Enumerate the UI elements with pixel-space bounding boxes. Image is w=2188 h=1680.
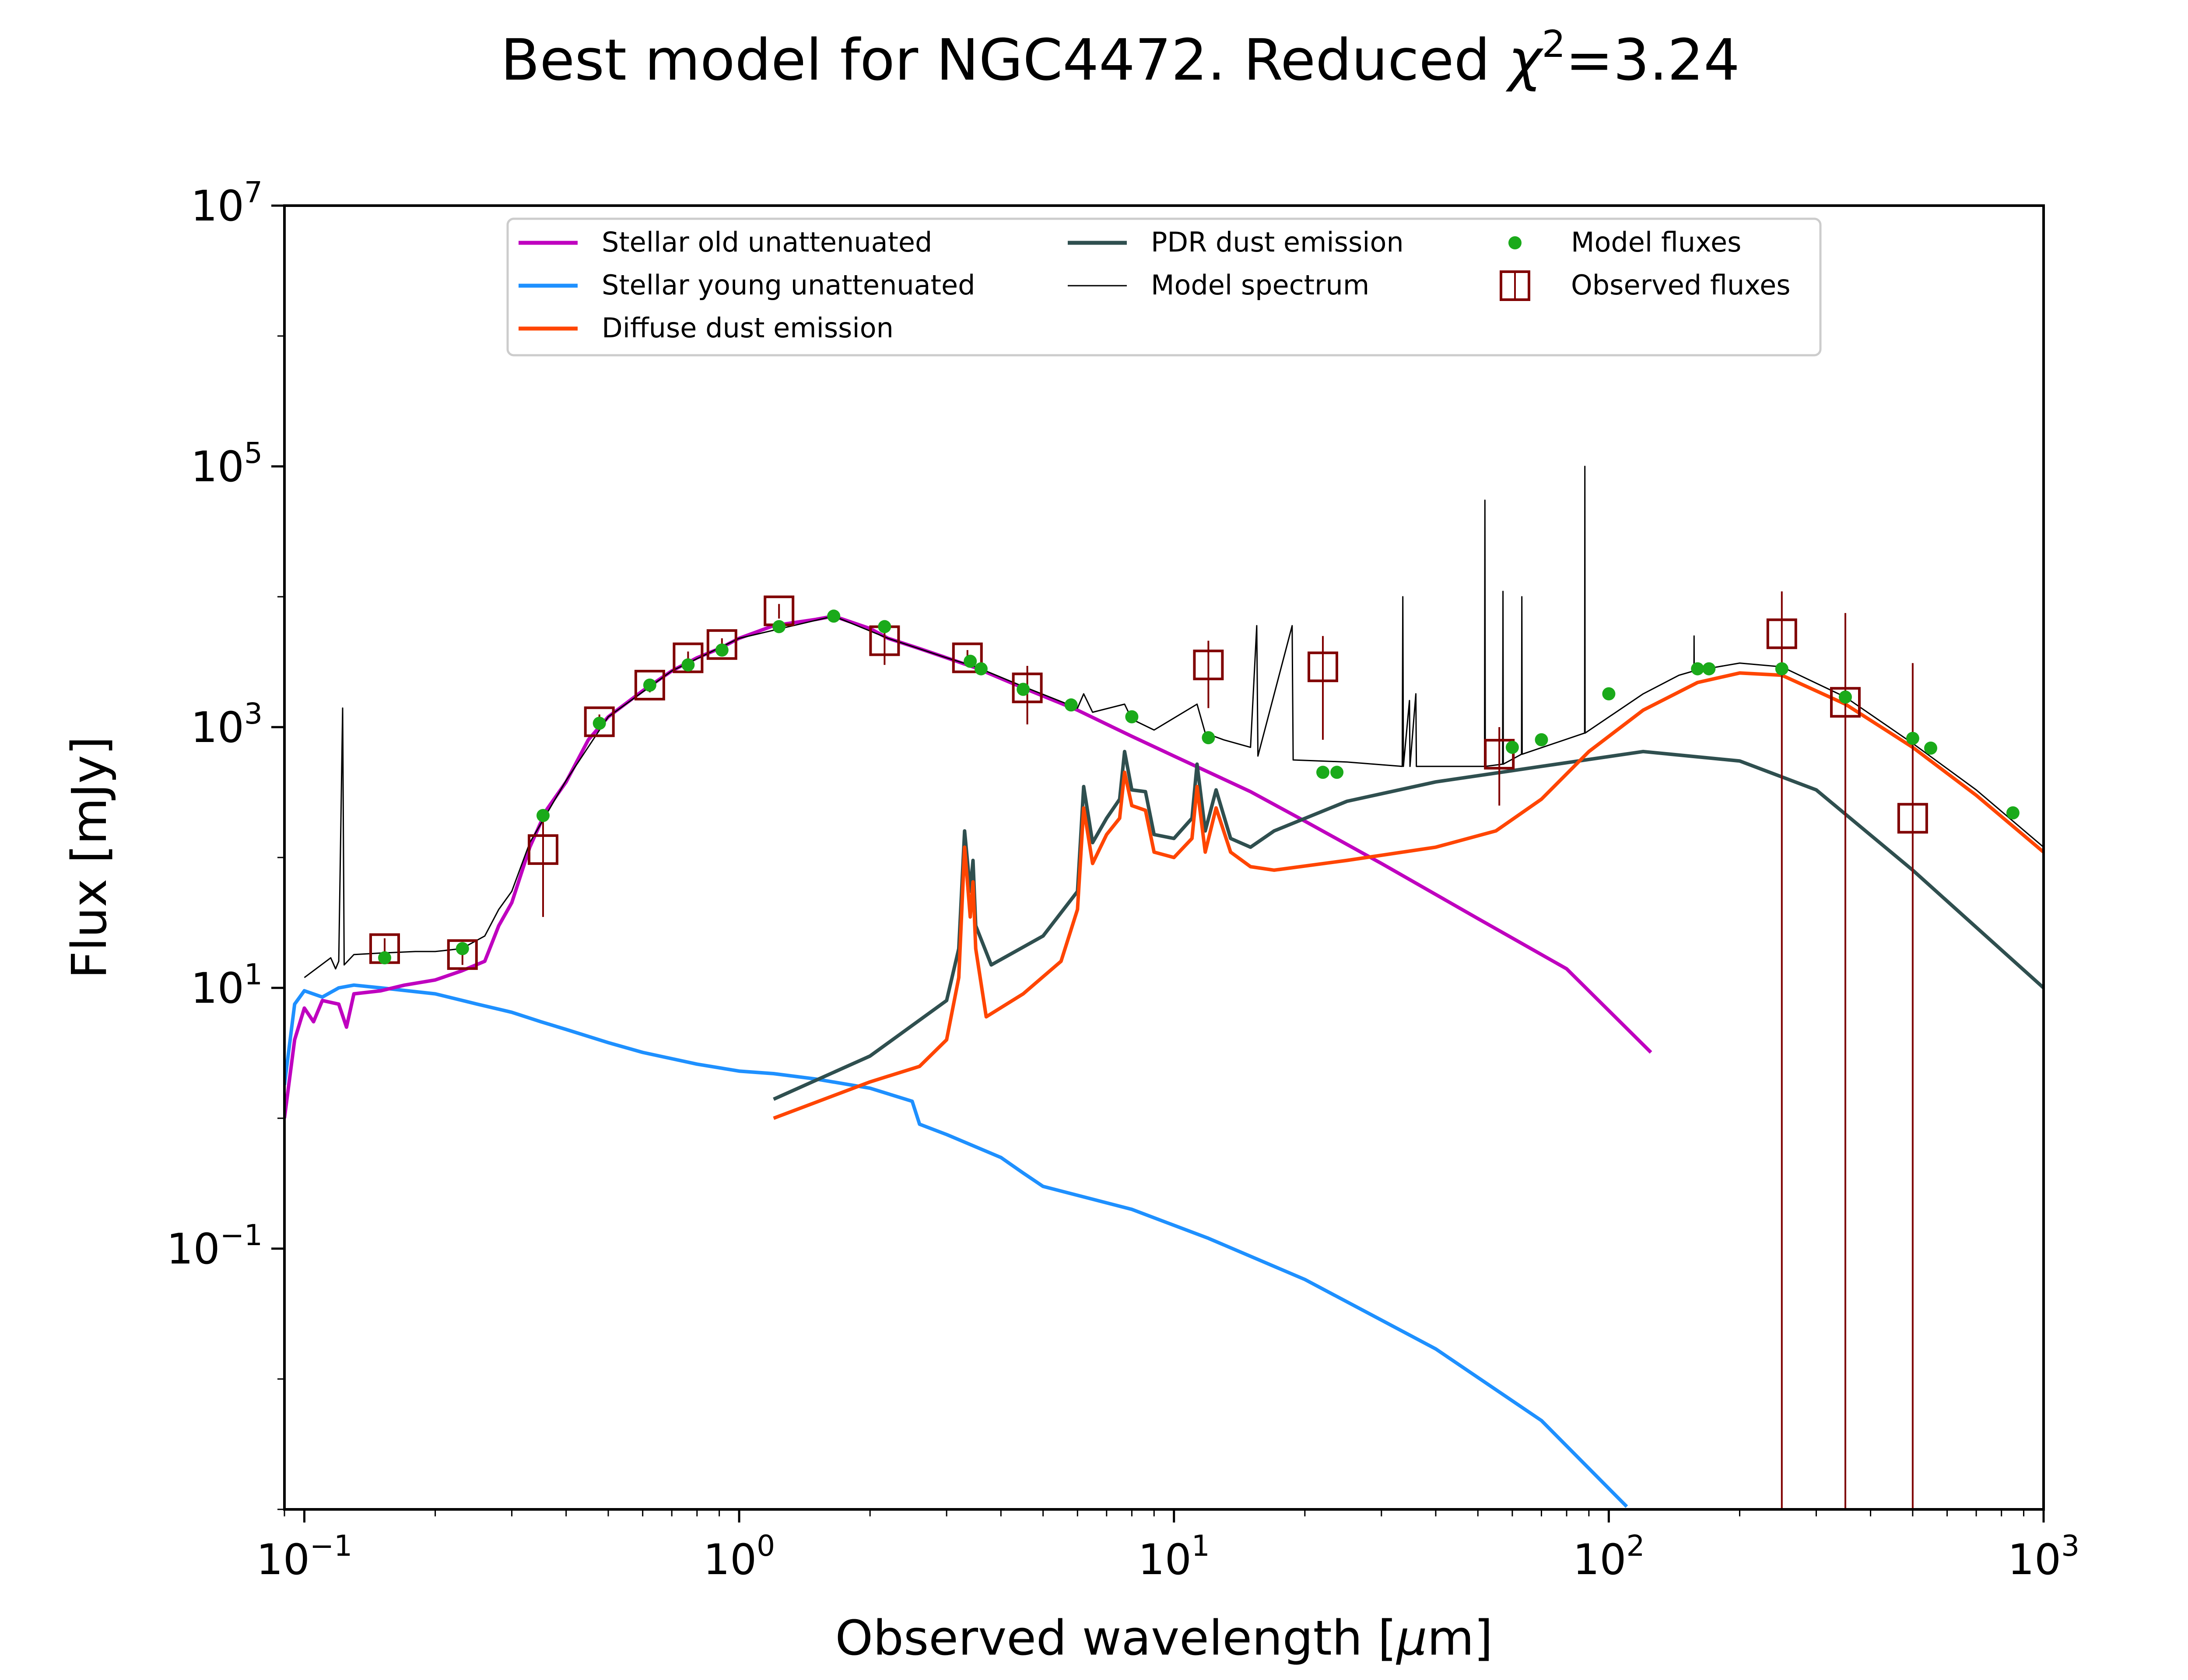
legend-item-pdr: PDR dust emission xyxy=(1068,226,1404,258)
model-flux-point xyxy=(643,679,656,692)
legend-label-diffuse: Diffuse dust emission xyxy=(602,312,894,344)
observed-flux-marker xyxy=(634,670,665,700)
chart-title: Best model for NGC4472. Reduced χ2=3.24 xyxy=(501,23,1740,93)
model-flux-point xyxy=(593,717,606,730)
marker-layer xyxy=(369,591,2020,1509)
model-flux-point xyxy=(827,609,841,623)
observed-flux-marker xyxy=(952,642,983,673)
model-flux-point xyxy=(1330,766,1344,779)
tick-layer: 10−1 100 101 102 103 10−1 101 103 105 107 xyxy=(167,175,2080,1584)
model-flux-point xyxy=(1839,690,1852,704)
y-axis-label: Flux [mJy] xyxy=(61,736,117,979)
observed-flux-marker xyxy=(1830,687,1861,718)
model-flux-point xyxy=(878,620,891,634)
observed-flux-marker xyxy=(447,939,478,970)
y-tick-label: 107 xyxy=(191,175,263,231)
legend-item-diffuse: Diffuse dust emission xyxy=(519,312,894,344)
model-flux-point xyxy=(1924,742,1937,755)
x-tick-label: 102 xyxy=(1573,1529,1645,1584)
model-flux-point xyxy=(974,662,988,676)
observed-flux-marker xyxy=(1897,803,1928,834)
legend-item-old: Stellar old unattenuated xyxy=(519,226,932,258)
observed-flux-marker xyxy=(1193,649,1224,680)
model-flux-point xyxy=(1602,687,1616,700)
series-line-pdr xyxy=(773,749,2044,1101)
observed-flux-marker xyxy=(673,642,704,673)
series-line-spectrum xyxy=(304,466,2044,978)
x-axis-label: Observed wavelength [μm] xyxy=(835,1610,1493,1666)
x-tick-label: 100 xyxy=(703,1529,775,1584)
legend-label-spectrum: Model spectrum xyxy=(1151,269,1369,301)
observed-flux-marker xyxy=(706,629,737,660)
model-flux-point xyxy=(1505,741,1519,754)
legend-item-spectrum: Model spectrum xyxy=(1068,269,1369,301)
legend-label-observed: Observed fluxes xyxy=(1571,269,1791,301)
model-flux-point xyxy=(536,809,550,822)
model-flux-point xyxy=(1906,732,1919,745)
model-flux-point xyxy=(1702,662,1716,676)
model-flux-point xyxy=(1125,710,1139,724)
model-flux-point xyxy=(1316,766,1329,779)
observed-flux-marker xyxy=(1012,672,1043,704)
plot-area xyxy=(284,206,2044,1509)
y-tick-label: 103 xyxy=(191,697,263,752)
series-line-diffuse xyxy=(773,671,2044,1120)
series-layer xyxy=(284,466,2044,1508)
legend: Stellar old unattenuated Stellar young u… xyxy=(506,217,1822,357)
model-flux-point xyxy=(1535,733,1548,746)
model-flux-point xyxy=(772,620,786,634)
legend-swatch-model-fluxes xyxy=(1508,236,1522,249)
observed-flux-marker xyxy=(1484,738,1515,770)
model-flux-point xyxy=(2006,806,2020,819)
legend-box xyxy=(506,217,1822,357)
observed-flux-marker xyxy=(584,706,615,737)
model-flux-point xyxy=(1775,662,1788,676)
model-flux-point xyxy=(1691,662,1704,676)
model-flux-point xyxy=(1017,682,1030,696)
model-flux-point xyxy=(456,942,469,956)
observed-flux-marker xyxy=(528,834,558,865)
model-flux-point xyxy=(964,654,977,668)
x-tick-label: 10−1 xyxy=(256,1529,352,1584)
legend-label-old: Stellar old unattenuated xyxy=(602,226,932,258)
observed-flux-marker xyxy=(1766,618,1797,649)
series-line-young xyxy=(284,983,1628,1508)
legend-label-model-fluxes: Model fluxes xyxy=(1571,226,1741,258)
model-flux-point xyxy=(681,658,695,672)
y-tick-label: 105 xyxy=(191,436,263,491)
legend-item-observed: Observed fluxes xyxy=(1500,269,1791,301)
x-tick-label: 103 xyxy=(2008,1529,2079,1584)
legend-label-pdr: PDR dust emission xyxy=(1151,226,1404,258)
legend-label-young: Stellar young unattenuated xyxy=(602,269,975,301)
x-tick-label: 101 xyxy=(1138,1529,1210,1584)
model-flux-point xyxy=(1202,731,1215,745)
y-tick-label: 10−1 xyxy=(167,1218,263,1274)
model-flux-point xyxy=(715,643,729,657)
legend-item-model-fluxes: Model fluxes xyxy=(1508,226,1741,258)
y-tick-label: 101 xyxy=(191,958,263,1013)
model-flux-point xyxy=(1064,698,1078,712)
model-flux-point xyxy=(378,951,391,965)
observed-flux-marker xyxy=(1308,651,1338,682)
legend-item-young: Stellar young unattenuated xyxy=(519,269,975,301)
